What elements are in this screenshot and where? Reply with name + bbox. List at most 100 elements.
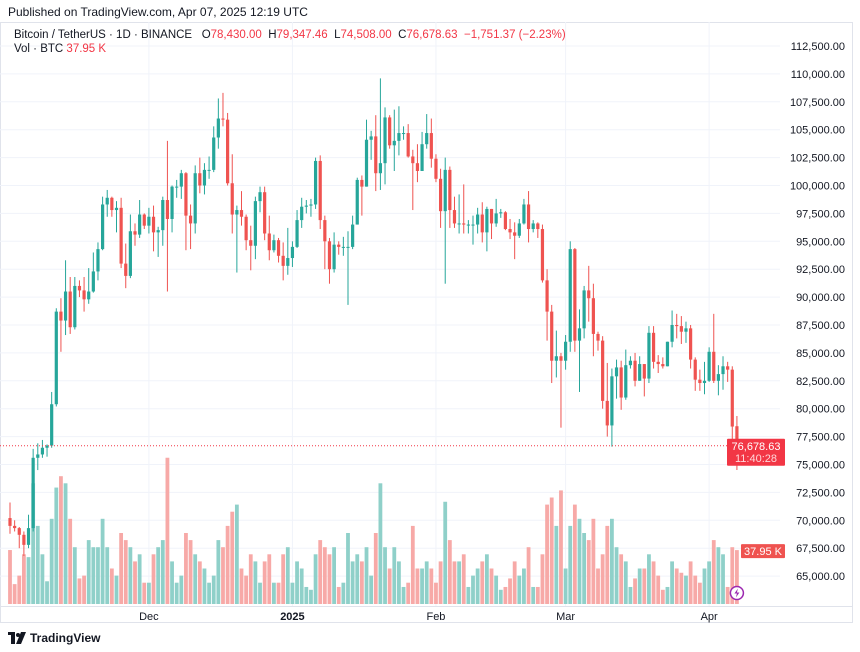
candle <box>8 502 12 534</box>
candle <box>124 243 128 289</box>
candle-body <box>735 426 739 446</box>
candle <box>207 156 211 179</box>
volume-bar <box>466 586 471 604</box>
candle-body <box>128 231 132 276</box>
candle-body <box>675 325 679 327</box>
candle <box>272 234 276 253</box>
volume-bar <box>225 525 230 604</box>
lightning-icon[interactable] <box>729 585 745 601</box>
volume-bar <box>341 582 346 604</box>
candle-body <box>466 224 470 226</box>
candle <box>624 349 628 400</box>
candle <box>531 220 535 233</box>
candle-body <box>188 215 193 224</box>
candle-body <box>378 163 382 174</box>
y-tick-label: 65,000.00 <box>796 571 845 583</box>
candle <box>87 268 91 304</box>
volume-label[interactable]: Vol · BTC <box>14 43 64 55</box>
candle-body <box>550 311 554 361</box>
volume-bar <box>679 572 684 604</box>
candle <box>59 298 63 352</box>
y-tick-label: 75,000.00 <box>796 460 845 472</box>
candle <box>564 335 568 370</box>
candle-body <box>577 328 582 341</box>
candle <box>707 347 711 382</box>
candle-body <box>101 204 105 250</box>
candle <box>448 166 452 228</box>
volume-tag-label: 37.95 K <box>744 546 783 558</box>
candle-body <box>540 229 545 281</box>
volume-bar <box>313 554 318 604</box>
tradingview-logo-icon <box>8 632 26 644</box>
candle <box>378 78 382 190</box>
candle-body <box>624 365 628 398</box>
candle <box>244 214 248 251</box>
candle-body <box>295 220 299 247</box>
candle <box>656 355 660 373</box>
candle-body <box>559 356 563 361</box>
candle <box>147 207 151 234</box>
chart-frame <box>0 22 853 623</box>
y-tick-label: 100,000.00 <box>790 181 845 193</box>
volume-bar <box>522 568 526 604</box>
candle-body <box>17 528 21 535</box>
volume-bar <box>410 525 415 604</box>
candle <box>522 198 526 225</box>
candle-body <box>689 328 693 360</box>
candle-body <box>721 366 725 375</box>
candle <box>406 124 410 158</box>
volume-bar <box>165 457 170 604</box>
volume-bar <box>267 554 272 604</box>
candle <box>485 206 489 252</box>
candle-body <box>119 207 123 264</box>
volume-bar <box>332 547 336 604</box>
candle-body <box>443 169 447 212</box>
candle <box>420 131 424 171</box>
candle-body <box>276 240 281 256</box>
candle <box>304 200 308 214</box>
volume-bar <box>156 547 161 604</box>
candle <box>429 118 433 168</box>
candle <box>628 356 633 369</box>
volume-bar <box>401 586 406 604</box>
candle-body <box>425 133 429 145</box>
symbol-title[interactable]: Bitcoin / TetherUS · 1D · BINANCE <box>14 29 193 41</box>
volume-bar <box>364 547 369 604</box>
candle-body <box>513 232 517 236</box>
volume-bar <box>628 586 633 604</box>
countdown-label: 11:40:28 <box>735 453 777 465</box>
candle <box>388 115 392 149</box>
candle-body <box>304 205 308 207</box>
candle <box>647 326 651 384</box>
volume-bar <box>239 568 244 604</box>
candle <box>401 126 406 140</box>
candle-body <box>438 178 443 212</box>
candle <box>374 115 378 192</box>
volume-bar <box>86 540 91 604</box>
candle <box>730 366 734 440</box>
candle-body <box>698 379 702 384</box>
volume-bar <box>119 533 124 604</box>
candle-body <box>383 117 387 164</box>
candle <box>651 326 656 369</box>
candle <box>63 260 68 336</box>
candle <box>411 149 415 211</box>
y-tick-label: 87,500.00 <box>796 320 845 332</box>
candle-body <box>457 223 461 225</box>
candle <box>184 172 188 251</box>
candle <box>281 242 285 281</box>
volume-bar <box>160 540 165 604</box>
candle-body <box>401 133 406 135</box>
volume-bar <box>147 582 151 604</box>
candle <box>17 526 21 549</box>
candle <box>295 210 299 248</box>
candle <box>175 179 179 198</box>
volume-bar <box>545 504 549 604</box>
candle <box>689 325 693 369</box>
candle-body <box>193 173 197 224</box>
candle <box>96 242 100 281</box>
candle <box>471 215 475 245</box>
candle-body <box>596 333 600 341</box>
chart-legend: Bitcoin / TetherUS · 1D · BINANCE O78,43… <box>14 28 566 56</box>
